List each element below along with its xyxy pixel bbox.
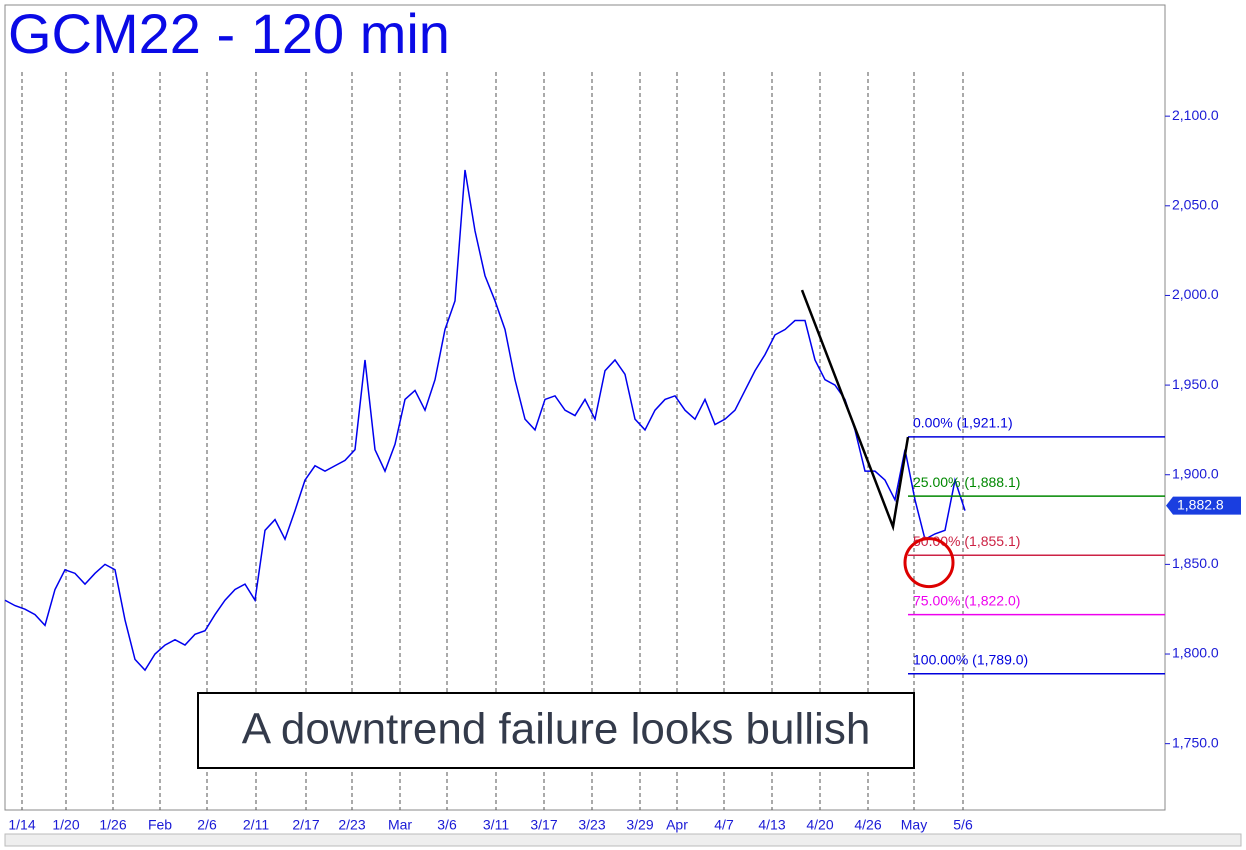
scrollbar[interactable] [4, 833, 1242, 847]
x-tick-label: 2/23 [338, 817, 365, 833]
y-tick-label: 1,900.0 [1172, 465, 1219, 481]
plot-frame [4, 4, 1166, 811]
y-tick-label: 1,800.0 [1172, 645, 1219, 661]
x-tick-label: 5/6 [953, 817, 973, 833]
fib-label: 75.00% (1,822.0) [913, 592, 1020, 608]
x-tick-label: Apr [666, 817, 688, 833]
x-tick-label: May [901, 817, 927, 833]
price-line [4, 169, 966, 672]
last-price-label: 1,882.8 [1177, 496, 1224, 512]
y-tick-label: 2,000.0 [1172, 286, 1219, 302]
y-tick-label: 1,950.0 [1172, 376, 1219, 392]
fib-label: 0.00% (1,921.1) [913, 415, 1013, 431]
x-tick-label: 4/13 [758, 817, 785, 833]
x-tick-label: Feb [148, 817, 172, 833]
y-tick-label: 2,050.0 [1172, 197, 1219, 213]
x-tick-label: 2/6 [197, 817, 217, 833]
highlight-circle [903, 537, 955, 589]
x-tick-label: 2/17 [292, 817, 319, 833]
annotation-box [197, 692, 915, 769]
x-tick-label: Mar [388, 817, 412, 833]
y-tick-label: 2,100.0 [1172, 107, 1219, 123]
x-tick-label: 4/26 [854, 817, 881, 833]
annotation: A downtrend failure looks bullish [242, 705, 871, 754]
fib-label: 25.00% (1,888.1) [913, 474, 1020, 490]
x-tick-label: 1/26 [99, 817, 126, 833]
fib-label: 50.00% (1,855.1) [913, 533, 1020, 549]
x-tick-label: 3/23 [578, 817, 605, 833]
trend-line [800, 289, 910, 532]
x-tick-label: 2/11 [243, 817, 269, 833]
x-tick-label: 3/11 [483, 817, 509, 833]
x-tick-label: 3/17 [530, 817, 557, 833]
x-tick-label: 4/7 [714, 817, 734, 833]
x-tick-label: 1/20 [52, 817, 79, 833]
x-tick-label: 1/14 [8, 817, 35, 833]
x-tick-label: 3/29 [626, 817, 653, 833]
y-tick-label: 1,850.0 [1172, 555, 1219, 571]
fib-label: 100.00% (1,789.0) [913, 651, 1028, 667]
y-tick-label: 1,750.0 [1172, 734, 1219, 750]
x-tick-label: 3/6 [437, 817, 457, 833]
chart-title: GCM22 - 120 min [8, 2, 450, 65]
x-tick-label: 4/20 [806, 817, 833, 833]
last-price-tag [1166, 496, 1241, 515]
